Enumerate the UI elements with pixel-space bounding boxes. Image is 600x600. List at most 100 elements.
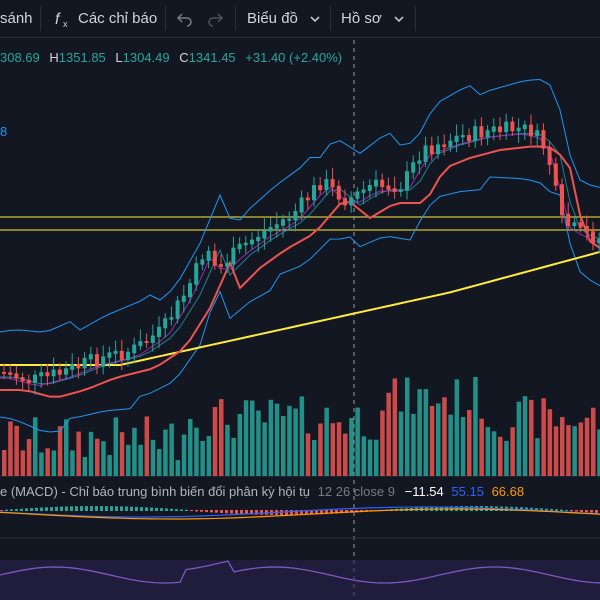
macd-line [0, 506, 600, 518]
candle-body [479, 126, 484, 138]
volume-bar [274, 403, 280, 476]
volume-bar [281, 416, 286, 476]
volume-bar [138, 444, 143, 476]
volume-bar [76, 431, 81, 476]
macd-hist-bar [370, 510, 373, 512]
candle-body [423, 145, 428, 162]
candle-body [454, 135, 459, 143]
candle-body [113, 350, 118, 354]
candle-body [262, 230, 267, 239]
undo-icon [176, 10, 194, 28]
macd-hist-bar [495, 506, 498, 511]
macd-hist-bar [60, 506, 63, 511]
profile-menu-button[interactable]: Hồ sơ [341, 0, 404, 37]
macd-hist-bar [80, 506, 83, 511]
macd-hist-bar [540, 508, 543, 511]
undo-button[interactable] [176, 0, 194, 37]
indicator-side-label: 8 [0, 124, 8, 139]
macd-hist-bar [505, 506, 508, 511]
macd-hist-bar [360, 510, 363, 513]
macd-hist-bar [340, 510, 343, 514]
candle-body [82, 357, 87, 369]
volume-bar [584, 417, 590, 476]
volume-bar [57, 426, 63, 476]
candle-body [219, 264, 223, 267]
macd-hist-bar [480, 506, 483, 511]
candle-body [57, 369, 62, 375]
candle-body [206, 250, 211, 261]
macd-hist-bar [310, 510, 313, 515]
macd-hist-bar [315, 510, 318, 515]
volume-bar [212, 406, 218, 476]
macd-hist-bar [240, 510, 243, 515]
volume-bar [386, 392, 391, 476]
chart-menu-button[interactable]: Biểu đồ [247, 0, 320, 37]
candle-body [287, 218, 292, 221]
candle-body [64, 368, 68, 375]
volume-bar [39, 452, 44, 476]
volume-bar [498, 436, 503, 476]
volume-bar [485, 427, 491, 476]
macd-hist-bar [405, 508, 408, 511]
volume-bar [473, 377, 478, 476]
volume-bar [491, 431, 497, 476]
macd-params: 12 26 close 9 [317, 484, 395, 499]
candle-body [281, 219, 285, 226]
candle-body [318, 185, 323, 191]
candle-body [578, 222, 583, 228]
macd-hist-bar [180, 509, 183, 511]
toolbar-divider [235, 6, 236, 31]
candle-body [256, 237, 261, 242]
candle-body [411, 162, 416, 173]
macd-hist-bar [15, 509, 18, 511]
compare-label: sánh [0, 10, 33, 27]
rsi-band [0, 560, 600, 600]
volume-bar [312, 440, 317, 476]
macd-hist-bar [20, 508, 23, 511]
macd-hist-bar [365, 510, 368, 512]
volume-bar [150, 439, 156, 476]
ohlc-high: 1351.85 [58, 50, 106, 65]
macd-hist-bar [260, 510, 263, 515]
volume-bar [479, 418, 484, 476]
candle-body [541, 130, 546, 149]
indicators-label: Các chỉ báo [78, 10, 158, 27]
volume-bar [45, 448, 50, 476]
macd-hist-bar [290, 510, 293, 515]
volume-bar [398, 411, 404, 476]
candle-body [138, 341, 143, 347]
candle-body [485, 130, 490, 138]
candle-body [367, 184, 372, 191]
volume-bar [541, 398, 546, 476]
volume-bar [349, 418, 354, 476]
candle-body [547, 147, 552, 165]
macd-hist-bar [50, 507, 53, 511]
volume-bar [219, 399, 224, 476]
candle-body [144, 341, 149, 343]
bollinger-upper [0, 78, 600, 333]
macd-hist-bar [385, 509, 388, 511]
candle-body [237, 243, 242, 250]
redo-button[interactable] [206, 0, 224, 37]
macd-hist-bar [130, 506, 133, 511]
candle-body [336, 185, 341, 200]
volume-bar [467, 410, 472, 476]
macd-hist-bar [375, 510, 378, 512]
macd-hist-bar [165, 508, 168, 511]
macd-hist-bar [350, 510, 353, 513]
macd-hist-bar [410, 507, 413, 511]
macd-hist-bar [190, 510, 193, 512]
macd-hist-bar [490, 506, 493, 511]
candle-body [324, 179, 329, 191]
macd-hist-bar [135, 506, 138, 511]
macd-hist-bar [200, 510, 203, 512]
macd-pane [0, 506, 600, 520]
volume-bar [237, 413, 243, 476]
compare-button[interactable]: sánh [0, 0, 40, 37]
candle-body [349, 197, 354, 206]
volume-bar [250, 400, 255, 476]
candle-body [442, 144, 447, 148]
